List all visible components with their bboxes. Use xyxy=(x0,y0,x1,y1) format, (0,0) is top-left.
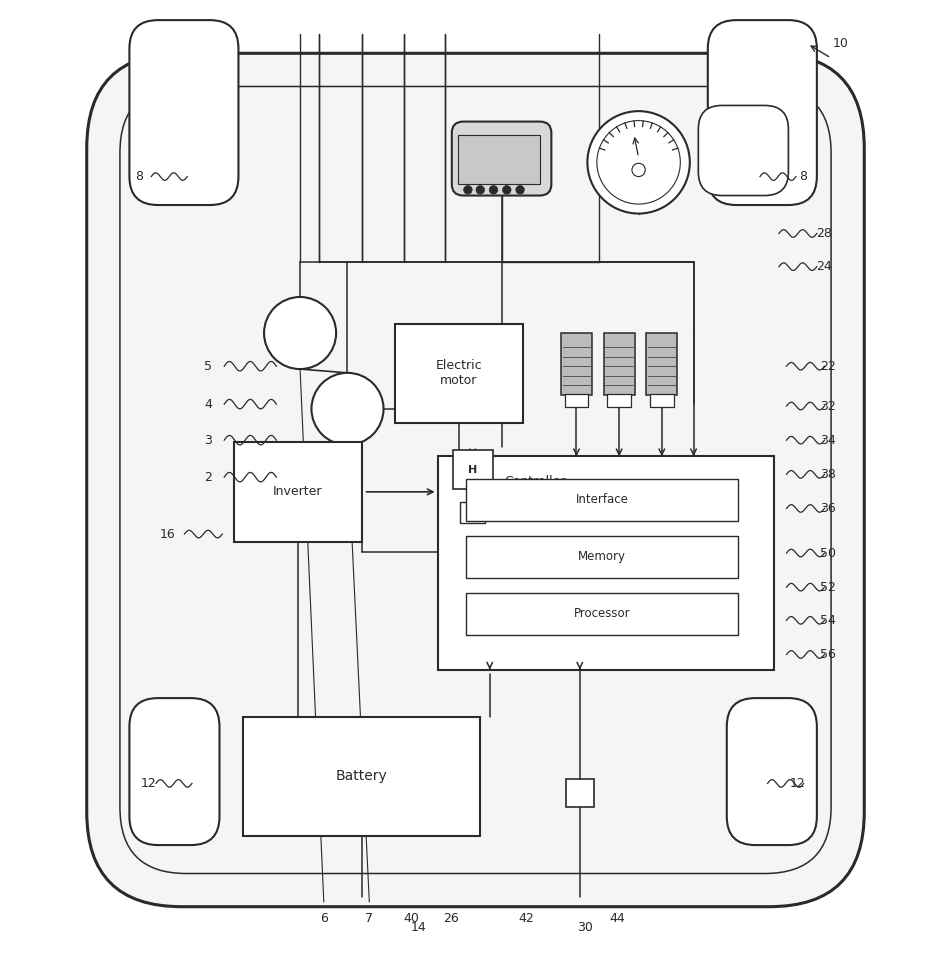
Circle shape xyxy=(632,163,645,177)
Text: 38: 38 xyxy=(821,468,836,481)
Text: 8: 8 xyxy=(135,170,143,183)
Circle shape xyxy=(464,185,473,194)
Circle shape xyxy=(476,185,484,194)
Circle shape xyxy=(515,185,524,194)
FancyBboxPatch shape xyxy=(727,698,817,845)
Circle shape xyxy=(502,185,511,194)
Text: 7: 7 xyxy=(365,912,374,924)
Bar xyxy=(566,779,594,807)
Bar xyxy=(466,479,738,520)
Circle shape xyxy=(588,111,689,213)
Text: 36: 36 xyxy=(821,502,836,515)
Bar xyxy=(234,442,361,541)
Bar xyxy=(458,134,540,184)
Text: 12: 12 xyxy=(141,777,156,790)
Text: H: H xyxy=(468,465,477,474)
Bar xyxy=(650,394,673,407)
Text: 26: 26 xyxy=(443,912,458,924)
Text: 50: 50 xyxy=(821,546,836,560)
Text: 32: 32 xyxy=(821,399,836,413)
Text: 3: 3 xyxy=(204,434,212,446)
Text: Electric
motor: Electric motor xyxy=(436,359,482,387)
Text: 52: 52 xyxy=(821,581,836,593)
FancyBboxPatch shape xyxy=(698,106,788,196)
Text: 16: 16 xyxy=(160,528,175,540)
Circle shape xyxy=(489,185,497,194)
Bar xyxy=(604,333,635,395)
Text: Memory: Memory xyxy=(578,550,626,564)
Text: 44: 44 xyxy=(610,912,626,924)
Text: Processor: Processor xyxy=(573,607,631,620)
Text: 40: 40 xyxy=(403,912,419,924)
Bar xyxy=(460,502,485,522)
Bar xyxy=(608,394,631,407)
Text: 6: 6 xyxy=(320,912,328,924)
Bar xyxy=(561,333,592,395)
FancyBboxPatch shape xyxy=(87,54,864,906)
FancyBboxPatch shape xyxy=(452,122,552,196)
Text: 12: 12 xyxy=(790,777,805,790)
Text: 56: 56 xyxy=(821,648,836,661)
Bar xyxy=(437,456,774,670)
Text: Inverter: Inverter xyxy=(273,486,322,498)
Bar xyxy=(453,449,493,490)
Text: 34: 34 xyxy=(821,434,836,446)
Bar xyxy=(243,717,480,835)
Text: 24: 24 xyxy=(817,260,832,274)
Bar xyxy=(395,324,523,423)
Circle shape xyxy=(312,372,383,444)
Text: 2: 2 xyxy=(204,470,212,484)
Text: 4: 4 xyxy=(204,397,212,411)
Text: Controller: Controller xyxy=(504,475,566,489)
Text: Interface: Interface xyxy=(575,493,629,507)
Text: 54: 54 xyxy=(821,613,836,627)
Text: Battery: Battery xyxy=(336,769,388,783)
Text: 30: 30 xyxy=(576,921,592,934)
FancyBboxPatch shape xyxy=(708,20,817,205)
Text: 5: 5 xyxy=(204,360,212,372)
Circle shape xyxy=(264,297,336,369)
Circle shape xyxy=(597,121,680,204)
Text: 8: 8 xyxy=(799,170,806,183)
FancyBboxPatch shape xyxy=(129,698,220,845)
Text: 42: 42 xyxy=(519,912,534,924)
Text: 10: 10 xyxy=(833,37,848,50)
Text: 14: 14 xyxy=(411,921,426,934)
Bar xyxy=(466,536,738,578)
Text: 22: 22 xyxy=(821,360,836,372)
Bar xyxy=(466,593,738,635)
Bar xyxy=(565,394,589,407)
FancyBboxPatch shape xyxy=(129,20,239,205)
Text: 28: 28 xyxy=(817,227,832,240)
Bar xyxy=(646,333,677,395)
